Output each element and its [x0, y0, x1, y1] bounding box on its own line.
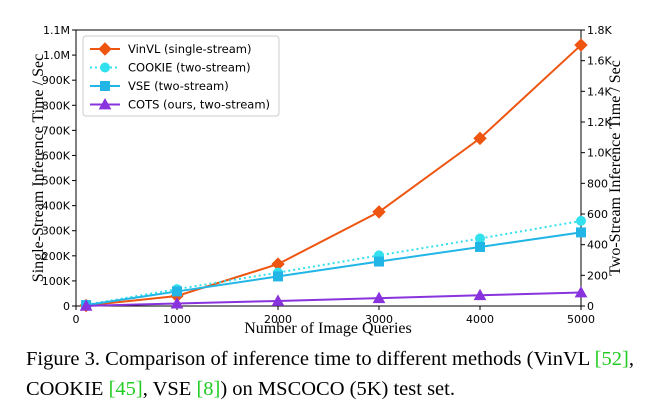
data-point	[475, 233, 485, 244]
legend-label: VinVL (single-stream)	[128, 42, 252, 56]
left-y-tick-label: 100K	[42, 275, 71, 288]
x-axis-title: Number of Image Queries	[244, 320, 412, 337]
data-point	[574, 38, 588, 52]
left-y-tick-label: 1.1M	[43, 24, 70, 37]
left-y-tick-label: 300K	[42, 225, 71, 238]
figure-caption: Figure 3. Comparison of inference time t…	[26, 344, 638, 404]
legend-marker	[100, 81, 110, 91]
plot-area	[75, 29, 582, 307]
legend-entry: VSE (two-stream)	[90, 79, 229, 93]
x-tick-label: 1000	[163, 313, 191, 326]
plot-frame	[75, 29, 582, 307]
legend-marker	[98, 42, 112, 56]
caption-label: Figure 3.	[26, 348, 101, 370]
legend-entry: VinVL (single-stream)	[90, 42, 252, 56]
right-y-tick-label: 400	[587, 239, 608, 252]
data-point	[473, 288, 487, 301]
legend-entry: COOKIE (two-stream)	[90, 61, 251, 75]
legend-label: COOKIE (two-stream)	[128, 61, 251, 75]
x-tick-label: 3000	[365, 313, 393, 326]
legend-label: VSE (two-stream)	[128, 79, 229, 93]
left-y-tick-label: 500K	[42, 175, 71, 188]
caption-text-1: Comparison of inference time to differen…	[105, 348, 595, 370]
data-point	[172, 286, 182, 297]
series-line	[85, 219, 582, 306]
legend-label: COTS (ours, two-stream)	[128, 98, 270, 112]
left-y-tick-label: 0	[63, 300, 70, 313]
x-tick-label: 4000	[466, 313, 494, 326]
data-point	[473, 131, 487, 146]
x-tick-label: 2000	[264, 313, 292, 326]
right-y-tick-label: 1.0K	[587, 147, 612, 160]
right-y-tick-label: 200	[587, 269, 608, 282]
caption-text-2: , COOKIE	[26, 348, 634, 400]
caption-text-4: ) on MSCOCO (5K) test set.	[220, 378, 455, 400]
right-y-tick-label: 0	[587, 300, 594, 313]
left-y-tick-label: 400K	[42, 200, 71, 213]
right-y-tick-label: 1.6K	[587, 55, 612, 68]
left-y-tick-label: 700K	[42, 124, 71, 137]
series-line	[85, 231, 582, 307]
x-axis-ticks: 0 1000 2000 3000 4000 5000	[73, 306, 595, 326]
right-y-tick-label: 1.2K	[587, 116, 612, 129]
left-y-axis-ticks: 0 100K 200K 300K 400K 500K 600K 700K 800K 900K 1.0…	[42, 24, 76, 313]
right-y-tick-label: 800	[587, 177, 608, 190]
reference-52[interactable]: [52]	[594, 348, 629, 370]
left-y-tick-label: 1.0M	[43, 49, 70, 62]
data-point	[79, 299, 93, 311]
data-point	[170, 297, 184, 309]
right-y-axis-title: Two-Stream Inference Time / Sec	[607, 60, 624, 276]
data-point	[576, 215, 586, 226]
data-point	[273, 271, 283, 282]
right-y-axis-ticks: 0 200 400 600 800 1.0K 1.2K 1.4K 1.6K 1.8K	[581, 24, 612, 313]
data-point	[374, 256, 384, 267]
data-point	[576, 227, 586, 238]
reference-45[interactable]: [45]	[108, 378, 143, 400]
legend: VinVL (single-stream) COOKIE (two-stream)…	[82, 35, 280, 117]
legend-box	[82, 35, 280, 117]
series-line	[85, 44, 582, 307]
series-line	[86, 291, 582, 307]
reference-8[interactable]: [8]	[196, 378, 221, 400]
left-y-tick-label: 900K	[42, 74, 71, 87]
legend-marker	[98, 97, 112, 110]
caption-text-3: , VSE	[142, 378, 197, 400]
data-point	[372, 291, 386, 304]
data-point	[372, 205, 386, 219]
inference-time-chart: 0 1000 2000 3000 4000 5000 0100K200K300K400K5…	[30, 24, 624, 337]
data-point	[271, 294, 285, 306]
left-y-tick-label: 600K	[42, 149, 71, 162]
left-y-tick-label: 800K	[42, 99, 71, 112]
series-3	[79, 285, 588, 311]
right-y-tick-label: 600	[587, 208, 608, 221]
legend-entries: VinVL (single-stream) COOKIE (two-stream)…	[90, 42, 270, 112]
data-point	[475, 241, 485, 252]
x-tick-label: 5000	[567, 313, 595, 326]
legend-entry: COTS (ours, two-stream)	[90, 98, 270, 112]
series-layer	[79, 38, 588, 313]
data-point	[574, 285, 588, 298]
legend-marker	[100, 62, 110, 73]
right-y-tick-label: 1.4K	[587, 85, 612, 98]
left-y-tick-label: 200K	[42, 250, 71, 263]
right-y-tick-label: 1.8K	[587, 24, 612, 37]
left-y-axis-title: Single-Stream Inference Time / Sec	[30, 54, 47, 282]
x-tick-label: 0	[73, 313, 80, 326]
